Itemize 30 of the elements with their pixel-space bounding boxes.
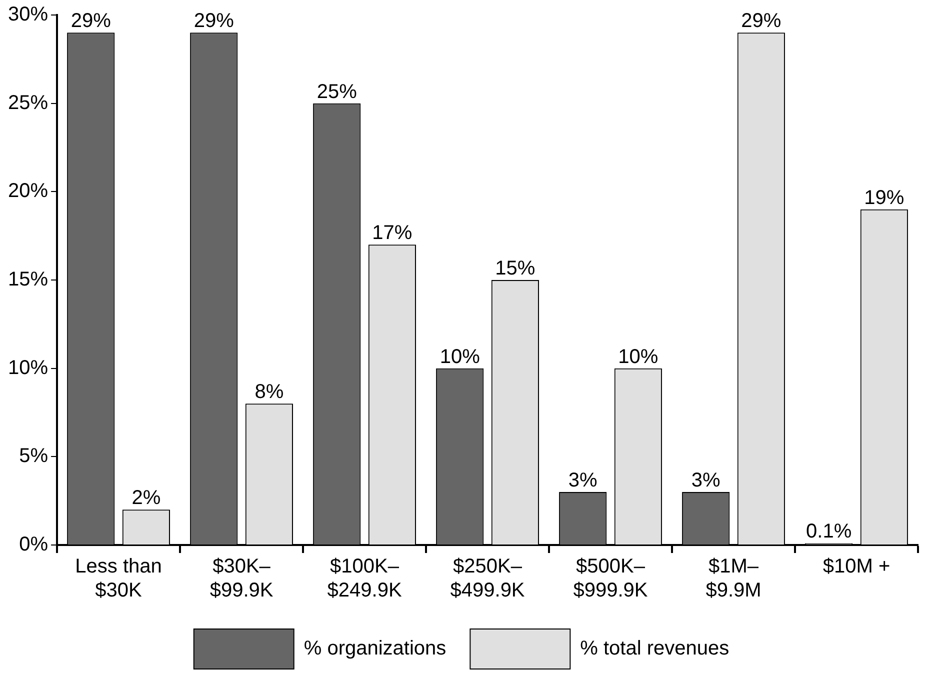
x-tick-label: $1M–$9.9M (706, 556, 762, 602)
data-label: 10% (440, 346, 480, 368)
data-label: 3% (568, 470, 598, 492)
data-label: 25% (316, 80, 358, 103)
data-label: 15% (495, 258, 536, 280)
data-label: 3% (691, 470, 720, 492)
y-tick-label: 10% (8, 356, 48, 379)
data-label: 8% (254, 381, 284, 404)
x-tick-label: $500K–$999.9K (573, 556, 648, 602)
data-label: 2% (132, 487, 161, 510)
data-label: 29% (741, 10, 782, 32)
x-tick-label: $10M + (822, 556, 890, 578)
y-tick-label: 0% (19, 534, 48, 556)
data-label: 17% (372, 222, 412, 244)
y-tick-label: 15% (8, 268, 48, 291)
x-tick-label: $30K–$99.9K (210, 556, 274, 602)
data-label: 29% (194, 10, 234, 32)
y-tick-label: 30% (8, 4, 48, 26)
x-tick-label: $100K–$249.9K (327, 556, 402, 602)
data-label: 10% (618, 346, 658, 368)
legend-label: % organizations (304, 638, 446, 660)
data-label: 19% (864, 186, 904, 209)
y-tick-label: 5% (19, 445, 48, 468)
data-label: 29% (70, 10, 112, 32)
legend-label: % total revenues (580, 638, 730, 660)
data-label: 0.1% (806, 520, 852, 543)
y-tick-label: 20% (8, 180, 48, 202)
x-tick-label: Less than $30K (75, 556, 162, 602)
y-tick-label: 25% (8, 92, 48, 114)
x-tick-label: $250K–$499.9K (450, 556, 526, 602)
